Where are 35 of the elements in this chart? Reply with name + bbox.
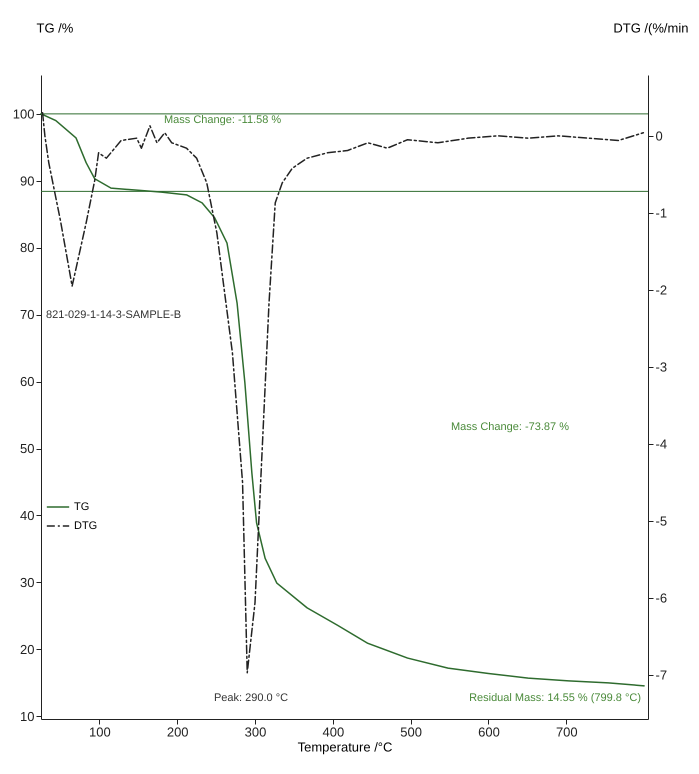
y-tick-label: 20 <box>20 642 34 657</box>
y2-tick-label: -5 <box>656 514 668 529</box>
y2-tick-label: -2 <box>656 282 668 298</box>
y-tick-label: 80 <box>20 240 34 256</box>
x-axis-title: Temperature /°C <box>298 740 392 754</box>
x-tick-label: 100 <box>89 724 111 740</box>
annotation: Mass Change: -73.87 % <box>451 421 570 433</box>
x-tick-label: 400 <box>322 724 344 740</box>
y2-tick-label: -3 <box>656 359 668 374</box>
annotation: Mass Change: -11.58 % <box>164 114 282 126</box>
x-tick-label: 300 <box>244 724 266 740</box>
y2-axis-title: DTG /(%/min <box>613 20 688 36</box>
y2-tick-label: -1 <box>656 205 668 220</box>
y-tick-label: 70 <box>20 307 34 322</box>
legend-label: TG <box>74 501 90 513</box>
legend-label: DTG <box>74 520 98 532</box>
y-tick-label: 50 <box>20 441 34 456</box>
y2-tick-label: 0 <box>656 128 663 144</box>
annotation: Peak: 290.0 °C <box>214 692 288 704</box>
annotation: Residual Mass: 14.55 % (799.8 °C) <box>469 692 641 704</box>
y2-tick-label: -7 <box>656 668 668 683</box>
y-tick-label: 90 <box>20 173 34 188</box>
x-tick-label: 600 <box>478 724 500 740</box>
annotation: 821-029-1-14-3-SAMPLE-B <box>46 309 182 321</box>
y-tick-label: 40 <box>20 508 34 523</box>
x-tick-label: 500 <box>400 724 422 740</box>
y-tick-label: 100 <box>12 106 34 122</box>
x-tick-label: 700 <box>556 724 578 740</box>
y-axis-title: TG /% <box>36 20 74 36</box>
y-tick-label: 10 <box>20 708 34 724</box>
x-tick-label: 200 <box>166 724 189 740</box>
y-tick-label: 60 <box>20 374 34 390</box>
y2-tick-label: -4 <box>656 436 668 452</box>
y2-tick-label: -6 <box>656 590 668 606</box>
y-tick-label: 30 <box>20 574 34 590</box>
